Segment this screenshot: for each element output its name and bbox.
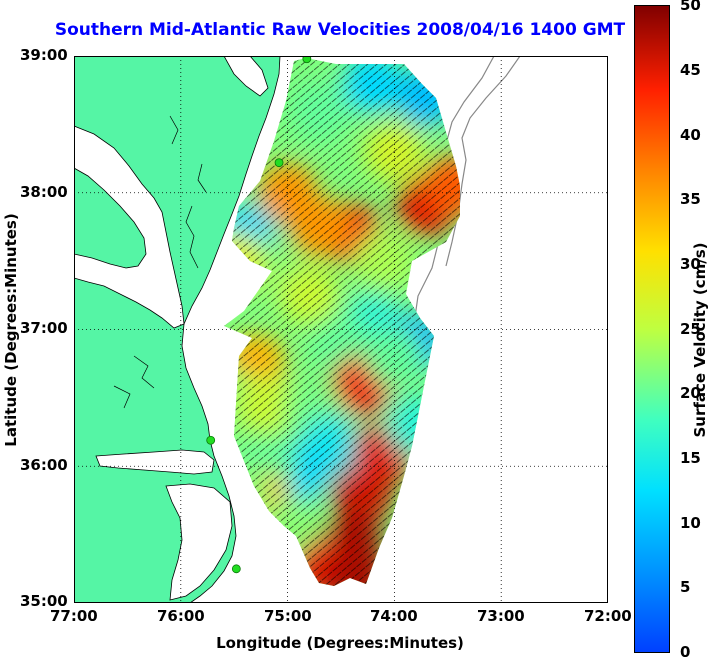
colorbar-tick: 30 <box>680 255 701 273</box>
colorbar-tick: 40 <box>680 126 701 144</box>
velocity-map <box>74 56 608 603</box>
grid-lines <box>74 56 608 603</box>
colorbar-tick: 35 <box>680 190 701 208</box>
eastern-shore-inlets <box>113 115 207 409</box>
plot-title: Southern Mid-Atlantic Raw Velocities 200… <box>54 20 626 40</box>
y-tick-label: 39:00 <box>20 46 68 64</box>
colorbar-gradient <box>634 5 670 653</box>
x-tick-label: 74:00 <box>370 607 418 625</box>
colorbar-tick: 0 <box>680 643 691 661</box>
x-tick-label: 77:00 <box>50 607 98 625</box>
axes-frame <box>74 56 608 603</box>
y-axis-label: Latitude (Degrees:Minutes) <box>2 213 20 447</box>
y-tick-label: 35:00 <box>20 592 68 610</box>
albemarle-sound <box>95 449 215 475</box>
radar-station-marker <box>274 158 284 168</box>
x-tick-label: 72:00 <box>584 607 632 625</box>
chesapeake-bay <box>74 125 185 329</box>
colorbar-tick: 15 <box>680 449 701 467</box>
radar-station-marker <box>302 56 312 64</box>
colorbar-tick: 50 <box>680 0 701 14</box>
bathymetry-contour-2 <box>445 56 521 267</box>
y-tick-label: 38:00 <box>20 183 68 201</box>
colorbar-label: Surface Velocity (cm/s) <box>691 242 709 438</box>
colorbar-tick: 5 <box>680 578 691 596</box>
x-tick-label: 75:00 <box>264 607 312 625</box>
radar-station-marker <box>231 564 241 574</box>
radar-station-marker <box>206 435 216 445</box>
y-tick-label: 37:00 <box>20 319 68 337</box>
colorbar-tick: 10 <box>680 514 701 532</box>
x-axis-label: Longitude (Degrees:Minutes) <box>216 634 464 652</box>
radar-stations <box>206 56 312 574</box>
colorbar-tick: 20 <box>680 384 701 402</box>
x-tick-label: 73:00 <box>477 607 525 625</box>
delaware-bay <box>223 56 269 97</box>
colorbar-tick: 45 <box>680 61 701 79</box>
x-tick-label: 76:00 <box>157 607 205 625</box>
colorbar <box>634 5 670 653</box>
y-tick-label: 36:00 <box>20 456 68 474</box>
colorbar-tick: 25 <box>680 320 701 338</box>
